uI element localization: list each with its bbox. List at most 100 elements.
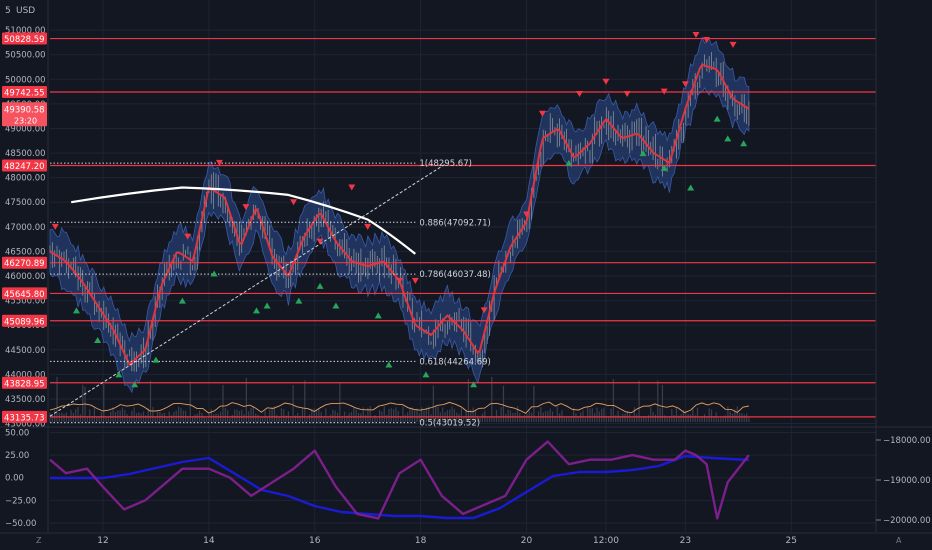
price-candles	[49, 52, 750, 372]
x-tick-label: 12:00	[593, 536, 619, 546]
level-price-tag	[2, 85, 47, 98]
level-price-label: 43828.95	[4, 379, 45, 389]
fib-label: 0.886(47092.71)	[419, 218, 491, 228]
sell-marker	[523, 211, 531, 218]
volume-average-line	[49, 401, 749, 414]
level-price-tag	[2, 410, 47, 423]
osc-right-tick-label: −20000.00	[883, 516, 931, 526]
y-tick-label: 47500.00	[5, 198, 46, 208]
grid	[50, 0, 876, 532]
level-price-label: 48247.20	[4, 162, 45, 172]
fib-label: 0.5(43019.52)	[419, 419, 480, 429]
osc-y-tick-label: 0.00	[5, 474, 24, 484]
arc-drawing	[71, 186, 416, 255]
oscillator-line	[50, 454, 749, 520]
buy-marker	[639, 150, 647, 157]
current-price-tag	[2, 102, 47, 127]
sell-marker	[348, 184, 356, 191]
countdown-label: 23:20	[14, 116, 37, 125]
level-price-tag	[2, 314, 47, 327]
buy-marker	[713, 115, 721, 122]
sell-marker	[411, 277, 419, 284]
sell-marker	[364, 223, 372, 230]
level-price-label: 45645.80	[4, 290, 45, 300]
level-price-label: 43135.73	[4, 413, 45, 423]
sell-marker	[729, 41, 737, 48]
buy-marker	[72, 307, 80, 314]
y-tick-label: 46500.00	[5, 247, 46, 257]
drawings[interactable]	[49, 162, 448, 417]
buy-marker	[385, 361, 393, 368]
osc-y-tick-label: 50.00	[5, 429, 29, 439]
fib-label: 0.618(44264.69)	[419, 357, 491, 367]
sell-marker	[51, 223, 59, 230]
x-tick-label: 18	[415, 536, 427, 546]
y-tick-label: 45500.00	[5, 297, 46, 307]
buy-marker	[687, 184, 695, 191]
buy-marker	[210, 270, 218, 277]
oscillator-line	[49, 440, 750, 520]
fibonacci-levels[interactable]: 1(48295.67) 0.886(47092.71) 0.786(46037.48…	[50, 159, 491, 429]
buy-marker	[115, 371, 123, 378]
sell-marker	[602, 78, 610, 85]
buy-marker	[374, 312, 382, 319]
y-tick-label: 46000.00	[5, 272, 46, 282]
auto-scale-button[interactable]: A	[896, 536, 902, 545]
buy-marker	[724, 135, 732, 142]
corner-label: 5	[5, 6, 11, 16]
y-tick-label: 47000.00	[5, 223, 46, 233]
signal-markers	[51, 32, 748, 388]
y-tick-label: 44000.00	[5, 370, 46, 380]
level-price-tag	[2, 32, 47, 45]
sell-marker	[184, 233, 192, 240]
buy-marker	[152, 356, 160, 363]
osc-y-tick-label: −50.00	[5, 519, 36, 529]
buy-marker	[470, 381, 478, 388]
osc-right-tick-label: −18000.00	[883, 436, 931, 446]
buy-marker	[131, 381, 139, 388]
level-price-label: 45089.96	[4, 317, 45, 327]
buy-marker	[740, 140, 748, 147]
level-price-tag	[2, 159, 47, 172]
sell-marker	[681, 81, 689, 88]
bollinger-bands	[49, 36, 750, 394]
y-tick-label: 51000.00	[5, 26, 46, 36]
buy-marker	[94, 336, 102, 343]
y-tick-label: 48000.00	[5, 174, 46, 184]
x-tick-label: 23	[680, 536, 691, 546]
buy-marker	[660, 164, 668, 171]
buy-marker	[263, 302, 271, 309]
fib-label: 0.786(46037.48)	[419, 270, 491, 280]
y-tick-label: 50000.00	[5, 75, 46, 85]
trend-line	[49, 162, 448, 417]
oscillator-pane	[49, 440, 750, 520]
timezone-icon[interactable]: Z	[36, 536, 42, 545]
level-price-label: 50828.59	[4, 35, 45, 45]
y-tick-label: 48500.00	[5, 149, 46, 159]
y-tick-label: 50500.00	[5, 51, 46, 61]
osc-right-tick-label: −19000.00	[883, 476, 931, 486]
y-tick-label: 44500.00	[5, 346, 46, 356]
y-tick-label: 43500.00	[5, 395, 46, 405]
sell-marker	[660, 88, 668, 95]
sell-marker	[395, 277, 403, 284]
y-tick-label: 49000.00	[5, 124, 46, 134]
support-resistance-levels	[50, 37, 876, 418]
level-price-label: 49742.55	[4, 88, 45, 98]
level-price-label: 46270.89	[4, 259, 45, 269]
buy-marker	[565, 159, 573, 166]
buy-marker	[295, 297, 303, 304]
current-price-label: 49390.58	[4, 105, 45, 115]
sell-marker	[538, 110, 546, 117]
sell-marker	[316, 238, 324, 245]
x-tick-label: 16	[309, 536, 321, 546]
x-tick-label: 14	[203, 536, 215, 546]
buy-marker	[178, 297, 186, 304]
sell-marker	[290, 199, 298, 206]
currency-label: USD	[16, 6, 35, 16]
sell-marker	[703, 36, 711, 43]
y-tick-label: 43000.00	[5, 420, 46, 430]
osc-y-tick-label: −25.00	[5, 496, 36, 506]
